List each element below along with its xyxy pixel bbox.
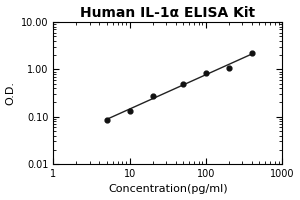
Point [104,118,109,122]
Point [150,94,155,97]
Y-axis label: O.D.: O.D. [6,81,16,105]
Point [226,67,231,70]
Point [250,52,254,55]
Point [204,71,208,74]
Point [181,82,185,85]
Point [127,110,132,113]
Title: Human IL-1α ELISA Kit: Human IL-1α ELISA Kit [80,6,255,20]
X-axis label: Concentration(pg/ml): Concentration(pg/ml) [108,184,228,194]
